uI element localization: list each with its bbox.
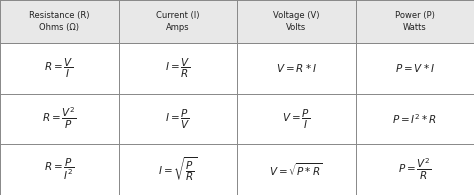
Bar: [0, 43, 118, 94]
Text: $V = \dfrac{P}{I}$: $V = \dfrac{P}{I}$: [282, 107, 310, 131]
Text: $V = R * I$: $V = R * I$: [276, 62, 317, 74]
Text: $P = V * I$: $P = V * I$: [395, 62, 435, 74]
Bar: [118, 43, 237, 94]
Text: $V = \sqrt{P * R}$: $V = \sqrt{P * R}$: [269, 161, 323, 178]
Bar: [356, 0, 474, 43]
Text: $I = \sqrt{\dfrac{P}{R}}$: $I = \sqrt{\dfrac{P}{R}}$: [158, 156, 197, 184]
Bar: [356, 43, 474, 94]
Text: $R = \dfrac{V^2}{P}$: $R = \dfrac{V^2}{P}$: [42, 106, 77, 131]
Text: $I = \dfrac{P}{V}$: $I = \dfrac{P}{V}$: [165, 107, 191, 131]
Bar: [356, 144, 474, 195]
Bar: [0, 94, 118, 144]
Text: $R = \dfrac{V}{I}$: $R = \dfrac{V}{I}$: [45, 57, 74, 80]
Text: $I = \dfrac{V}{R}$: $I = \dfrac{V}{R}$: [165, 57, 191, 80]
Text: $P = \dfrac{V^2}{R}$: $P = \dfrac{V^2}{R}$: [398, 157, 432, 182]
Text: Current (I)
Amps: Current (I) Amps: [156, 11, 200, 32]
Bar: [237, 94, 356, 144]
Bar: [237, 43, 356, 94]
Bar: [118, 94, 237, 144]
Bar: [237, 0, 356, 43]
Bar: [118, 144, 237, 195]
Bar: [0, 144, 118, 195]
Bar: [118, 0, 237, 43]
Text: Voltage (V)
Volts: Voltage (V) Volts: [273, 11, 319, 32]
Text: Resistance (R)
Ohms (Ω): Resistance (R) Ohms (Ω): [29, 11, 90, 32]
Bar: [237, 144, 356, 195]
Bar: [0, 0, 118, 43]
Text: $P = I^2 * R$: $P = I^2 * R$: [392, 112, 438, 126]
Text: Power (P)
Watts: Power (P) Watts: [395, 11, 435, 32]
Bar: [356, 94, 474, 144]
Text: $R = \dfrac{P}{I^2}$: $R = \dfrac{P}{I^2}$: [44, 157, 74, 182]
